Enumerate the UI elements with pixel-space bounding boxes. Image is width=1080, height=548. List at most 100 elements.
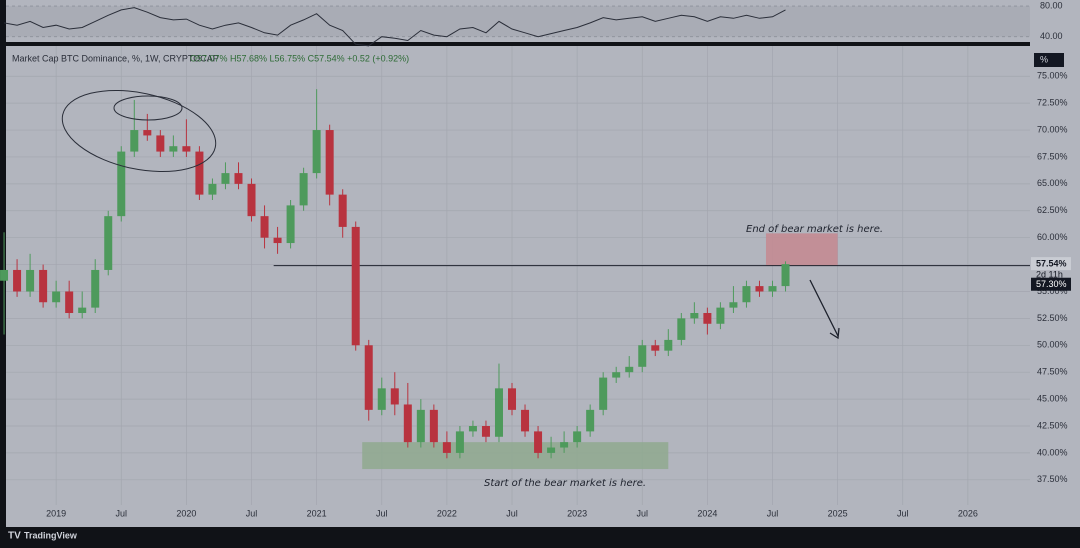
y-tick-label: 42.50% — [1037, 420, 1068, 430]
unit-label[interactable]: % — [1040, 54, 1048, 64]
zone — [765, 233, 838, 266]
candle-body — [234, 173, 243, 184]
candle-body — [560, 442, 569, 448]
candle-body — [651, 345, 660, 351]
drawing-ellipse — [61, 89, 217, 173]
candle-body — [169, 146, 178, 152]
candle-body — [755, 286, 764, 292]
x-tick-label: Jul — [897, 508, 909, 518]
candle-body — [534, 431, 543, 453]
y-tick-label: 55.00% — [1037, 286, 1068, 296]
x-tick-label: 2025 — [828, 508, 848, 518]
rsi-line — [3, 7, 786, 47]
rsi-tick-label: 40.00 — [1040, 31, 1063, 41]
unit-box[interactable] — [1034, 53, 1064, 67]
candle-body — [351, 226, 360, 346]
rsi-band — [6, 6, 1030, 37]
y-tick-label: 45.00% — [1037, 393, 1068, 403]
y-tick-label: 72.50% — [1037, 98, 1068, 108]
candle-body — [429, 409, 438, 443]
x-tick-label: 2023 — [567, 508, 587, 518]
candle-body — [221, 173, 230, 184]
candle-body — [312, 130, 321, 174]
candle-body — [677, 318, 686, 340]
x-tick-label: Jul — [246, 508, 258, 518]
zone — [362, 442, 669, 470]
y-tick-label: 50.00% — [1037, 340, 1068, 350]
candle-body — [104, 216, 113, 270]
candle-body — [521, 409, 530, 432]
price-axis — [1030, 0, 1080, 505]
candle-body — [703, 313, 712, 324]
candle-body — [273, 237, 282, 244]
candle-body — [338, 194, 347, 227]
candle-body — [377, 388, 386, 410]
candle-body — [130, 130, 139, 152]
candle-body — [13, 269, 22, 292]
candle-body — [416, 409, 425, 443]
candle-body — [117, 151, 126, 217]
y-tick-label: 40.00% — [1037, 447, 1068, 457]
candle-body — [573, 431, 582, 443]
x-tick-label: Jul — [636, 508, 648, 518]
drawing-arrow — [809, 279, 839, 337]
price-marker-label: 57.30% — [1036, 279, 1067, 289]
y-tick-label: 60.00% — [1037, 232, 1068, 242]
drawing-ellipse — [113, 95, 183, 121]
y-tick-label: 70.00% — [1037, 124, 1068, 134]
rsi-tick-label: 80.00 — [1040, 0, 1063, 10]
candle-body — [195, 151, 204, 195]
chart-title: Market Cap BTC Dominance, %, 1W, CRYPTOC… — [12, 53, 219, 63]
candle-body — [599, 377, 608, 410]
annotation: Start of the bear market is here. — [484, 478, 646, 489]
candle-body — [768, 286, 777, 292]
candle-body — [729, 302, 738, 308]
candle-body — [442, 442, 451, 453]
y-tick-label: 75.00% — [1037, 71, 1068, 81]
x-tick-label: Jul — [376, 508, 388, 518]
candle-body — [508, 388, 517, 410]
candle-body — [403, 404, 412, 443]
x-tick-label: 2020 — [176, 508, 196, 518]
candle-body — [208, 183, 217, 195]
candle-body — [52, 291, 61, 303]
candle-body — [586, 409, 595, 432]
candle-body — [286, 205, 295, 244]
candle-body — [325, 130, 334, 195]
candle-body — [468, 426, 477, 432]
y-tick-label: 62.50% — [1037, 205, 1068, 215]
y-tick-label: 52.50% — [1037, 313, 1068, 323]
candle-body — [547, 447, 556, 453]
x-tick-label: Jul — [116, 508, 128, 518]
candle-body — [494, 388, 503, 437]
candle-body — [182, 146, 191, 152]
price-marker-box — [1031, 277, 1071, 291]
time-axis — [6, 505, 1080, 527]
last-price-label: 57.54% — [1036, 259, 1067, 269]
candle-body — [26, 269, 35, 292]
candle-body — [742, 286, 751, 303]
y-tick-label: 67.50% — [1037, 151, 1068, 161]
candle-body — [390, 388, 399, 405]
brand-logo[interactable]: TV — [8, 531, 21, 542]
countdown: 2d 11h — [1036, 270, 1063, 280]
candle-body — [638, 345, 647, 367]
candle-body — [143, 130, 152, 136]
x-tick-label: 2024 — [697, 508, 717, 518]
candle-body — [716, 307, 725, 324]
ohlc-label: O57.07% H57.68% L56.75% C57.54% +0.52 (+… — [190, 53, 409, 63]
candle-body — [481, 426, 490, 437]
candle-body — [156, 135, 165, 152]
x-tick-label: 2022 — [437, 508, 457, 518]
brand[interactable]: TradingView — [24, 530, 78, 540]
arrow-head — [829, 327, 840, 340]
candle-body — [65, 291, 74, 314]
x-tick-label: 2026 — [958, 508, 978, 518]
candle-body — [364, 345, 373, 410]
candle-body — [39, 269, 48, 303]
annotation: End of bear market is here. — [746, 224, 883, 235]
candle-body — [690, 313, 699, 319]
candle-body — [455, 431, 464, 453]
